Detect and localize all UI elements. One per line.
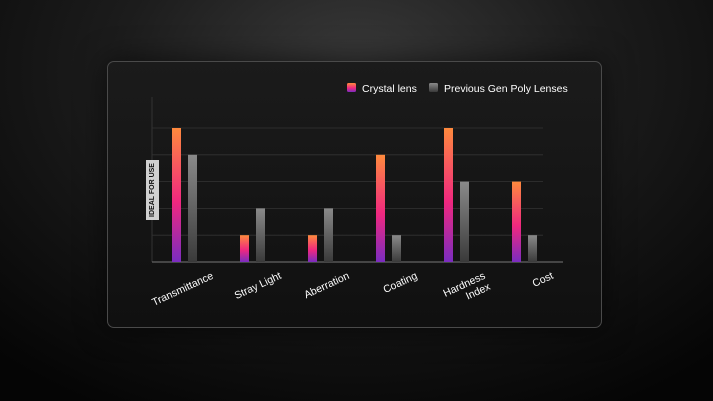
bar-poly-3 — [392, 235, 401, 262]
bar-poly-4 — [460, 181, 469, 262]
bar-poly-0 — [188, 154, 197, 262]
y-axis-label-text: IDEAL FOR USE — [149, 163, 156, 217]
x-tick-label-1: Stray Light — [233, 270, 284, 302]
bar-crystal-2 — [308, 235, 317, 262]
y-axis-label: IDEAL FOR USE — [146, 160, 159, 220]
bars — [172, 128, 537, 262]
legend-swatch-poly — [429, 83, 438, 92]
bar-poly-5 — [528, 235, 537, 262]
x-tick-label-5: Cost — [531, 270, 556, 290]
legend-label-crystal: Crystal lens — [362, 83, 417, 95]
legend-label-poly: Previous Gen Poly Lenses — [444, 83, 568, 95]
bar-poly-2 — [324, 208, 333, 262]
legend: Crystal lens Previous Gen Poly Lenses — [347, 83, 568, 95]
legend-swatch-crystal — [347, 83, 356, 92]
bar-crystal-1 — [240, 235, 249, 262]
bar-crystal-5 — [512, 181, 521, 262]
x-tick-label-0: Transmittance — [150, 270, 215, 309]
x-tick-label-4: HardnessIndex — [441, 270, 493, 311]
bar-crystal-3 — [376, 154, 385, 262]
grid-lines — [152, 127, 543, 236]
y-axis-label-box — [146, 160, 159, 220]
bar-crystal-4 — [444, 128, 453, 262]
bar-poly-1 — [256, 208, 265, 262]
x-tick-label-3: Coating — [381, 270, 419, 296]
bar-crystal-0 — [172, 128, 181, 262]
x-tick-label-2: Aberration — [302, 270, 351, 301]
x-tick-labels: Transmittance Stray Light Aberration Coatin… — [150, 270, 556, 311]
